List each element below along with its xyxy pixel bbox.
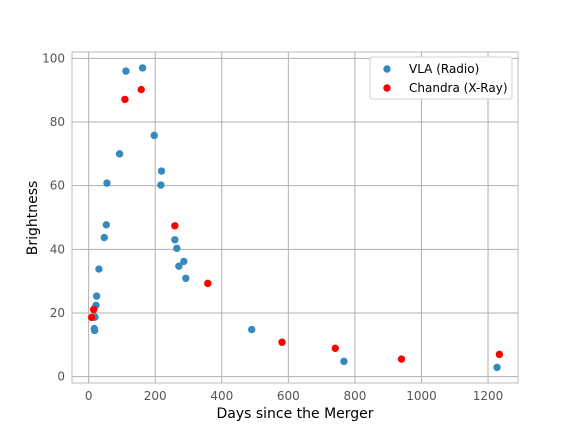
y-tick-label: 40 (50, 242, 65, 256)
x-tick-label: 400 (210, 389, 233, 403)
data-point (137, 85, 145, 94)
data-point (157, 181, 165, 189)
y-tick-label: 100 (42, 51, 65, 65)
data-point (122, 67, 130, 75)
data-point (157, 167, 166, 175)
legend: VLA (Radio) Chandra (X-Ray) (369, 56, 513, 100)
data-point (278, 338, 286, 346)
data-point (331, 344, 339, 353)
data-point (493, 363, 501, 372)
y-tick-label: 20 (50, 306, 65, 320)
legend-label-chandra: Chandra (X-Ray) (409, 81, 508, 95)
data-point (95, 265, 103, 273)
data-point (115, 150, 124, 158)
data-point (182, 274, 190, 282)
data-point (102, 221, 110, 229)
x-tick-label: 0 (85, 389, 93, 403)
data-point (173, 244, 181, 253)
legend-marker-chandra (383, 84, 391, 92)
legend-marker-vla (383, 65, 391, 73)
series-vla-radio (90, 64, 501, 372)
legend-label-vla: VLA (Radio) (409, 62, 479, 76)
data-point (138, 64, 147, 72)
data-point (121, 95, 129, 104)
x-tick-label: 800 (343, 389, 366, 403)
data-point (171, 236, 179, 244)
data-point (397, 355, 406, 363)
data-point (340, 357, 348, 366)
y-tick-label: 0 (57, 370, 65, 384)
data-point (150, 131, 158, 140)
legend-frame (369, 56, 513, 100)
y-axis-title: Brightness (25, 181, 41, 256)
data-point (90, 326, 99, 335)
data-point (87, 313, 96, 322)
y-tick-label: 60 (50, 179, 65, 193)
x-tick-label: 200 (144, 389, 167, 403)
data-point (175, 262, 183, 270)
x-tick-label: 1000 (406, 389, 437, 403)
data-point (248, 325, 256, 334)
x-axis-title: Days since the Merger (216, 406, 373, 422)
data-point (92, 292, 101, 300)
x-tick-label: 1200 (473, 389, 504, 403)
series-chandra-xray (87, 85, 504, 363)
data-point (103, 179, 111, 187)
data-points (87, 64, 504, 372)
data-point (180, 257, 188, 266)
data-point (171, 222, 179, 230)
data-point (100, 233, 108, 242)
tick-labels: 0 200 400 600 800 1000 1200 0 20 40 60 80 100 (42, 51, 503, 403)
data-point (495, 350, 504, 359)
plot-area-frame (71, 51, 519, 384)
y-tick-label: 80 (50, 115, 65, 129)
x-tick-label: 600 (277, 389, 300, 403)
grid-lines (72, 52, 518, 383)
data-point (89, 305, 98, 314)
data-point (204, 279, 212, 288)
